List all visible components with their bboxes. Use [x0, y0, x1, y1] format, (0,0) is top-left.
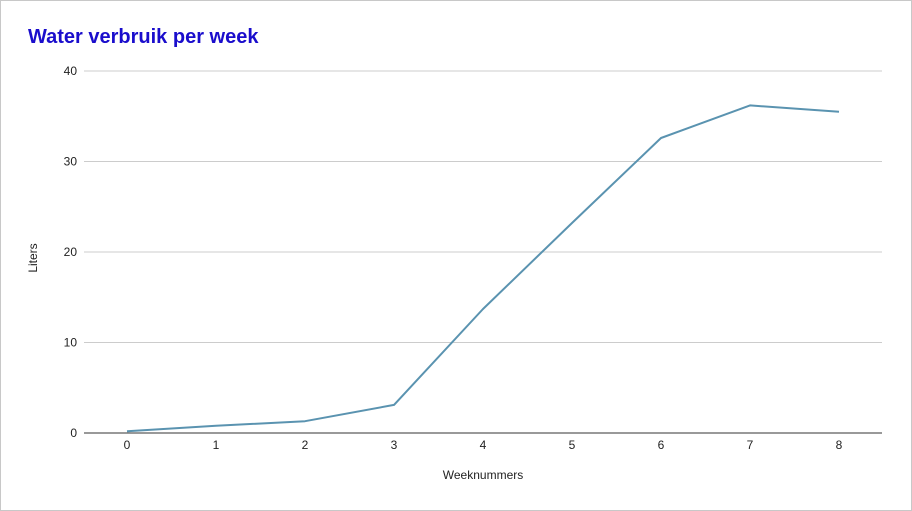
- x-tick-label: 6: [658, 438, 665, 452]
- gridlines: [84, 70, 882, 343]
- y-tick-label: 20: [64, 245, 78, 259]
- x-tick-label: 1: [213, 438, 220, 452]
- chart-title: Water verbruik per week: [28, 26, 259, 48]
- y-axis-title: Liters: [26, 243, 40, 272]
- y-tick-label: 10: [64, 336, 78, 350]
- x-tick-label: 7: [747, 438, 754, 452]
- x-tick-label: 4: [480, 438, 487, 452]
- y-tick-label: 0: [70, 426, 77, 440]
- series-line: [126, 104, 840, 433]
- x-tick-label: 2: [302, 438, 309, 452]
- y-tick-label: 40: [64, 64, 78, 78]
- x-axis-title: Weeknummers: [443, 468, 523, 482]
- x-tick-label: 0: [124, 438, 131, 452]
- x-tick-labels: 0 1 2 3 4 5 6 7 8: [124, 438, 843, 452]
- x-tick-label: 8: [836, 438, 843, 452]
- x-tick-label: 5: [569, 438, 576, 452]
- x-tick-label: 3: [391, 438, 398, 452]
- y-tick-label: 30: [64, 155, 78, 169]
- y-tick-labels: 0 10 20 30 40: [64, 64, 78, 440]
